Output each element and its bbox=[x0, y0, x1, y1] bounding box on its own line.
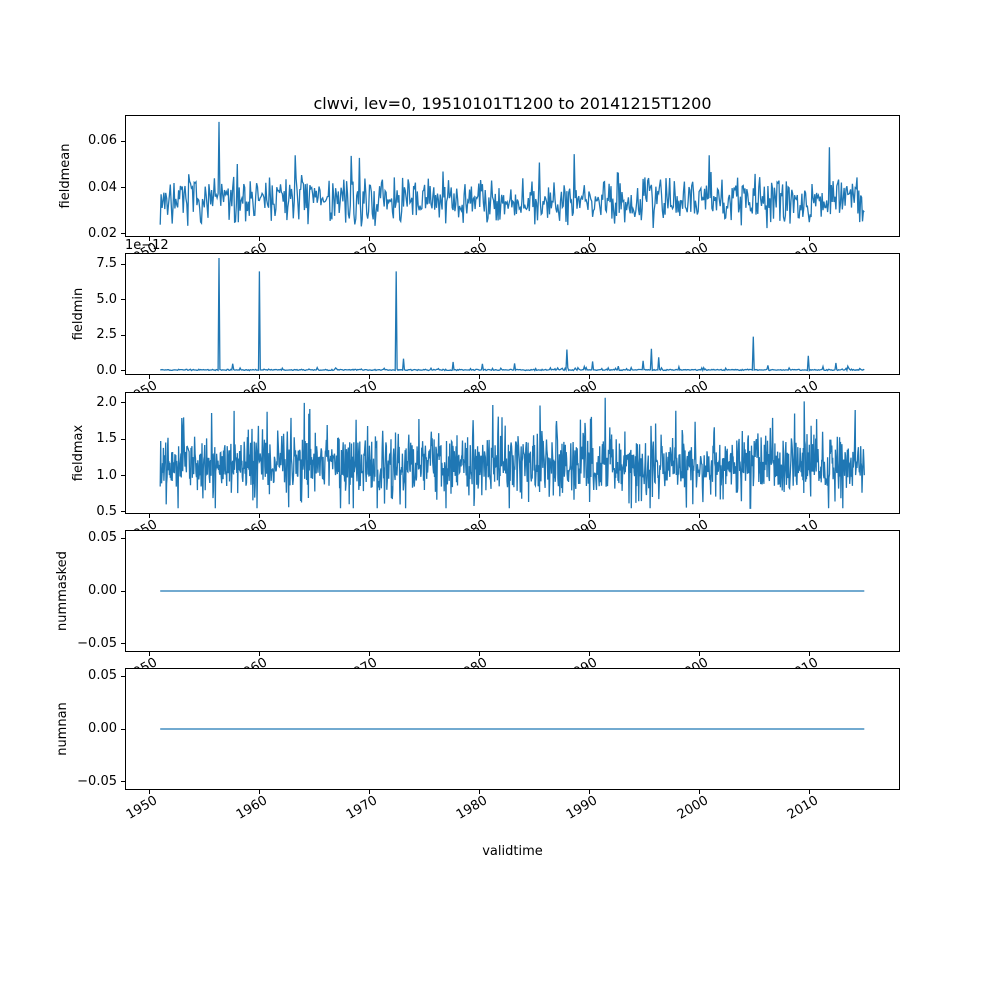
x-tick-mark bbox=[589, 790, 591, 794]
series-line-fieldmean bbox=[159, 121, 865, 229]
y-tick-label: 0.05 bbox=[88, 530, 117, 546]
x-tick-mark bbox=[148, 652, 150, 656]
plot-area-fieldmax bbox=[159, 397, 865, 509]
y-tick-label: −0.05 bbox=[77, 635, 117, 651]
axes-nummasked bbox=[125, 530, 900, 652]
x-tick-mark bbox=[809, 375, 811, 379]
x-tick-mark bbox=[148, 375, 150, 379]
y-tick-mark bbox=[121, 140, 125, 142]
plot-area-nummasked bbox=[160, 590, 865, 592]
y-tick-label: −0.05 bbox=[77, 773, 117, 789]
x-tick-label: 2010 bbox=[784, 793, 821, 823]
y-tick-label: 5.0 bbox=[96, 291, 117, 307]
y-tick-mark bbox=[121, 370, 125, 372]
y-tick-label: 0.02 bbox=[88, 225, 117, 241]
x-tick-mark bbox=[478, 237, 480, 241]
x-tick-mark bbox=[368, 652, 370, 656]
y-tick-label: 1.5 bbox=[96, 431, 117, 447]
x-tick-mark bbox=[699, 237, 701, 241]
x-tick-mark bbox=[258, 652, 260, 656]
plot-area-fieldmin bbox=[160, 257, 865, 373]
y-tick-mark bbox=[121, 643, 125, 645]
x-tick-mark bbox=[589, 514, 591, 518]
y-tick-mark bbox=[121, 299, 125, 301]
x-tick-label: 1950 bbox=[124, 793, 161, 823]
y-tick-label: 1.0 bbox=[96, 467, 117, 483]
x-tick-mark bbox=[699, 514, 701, 518]
y-tick-label: 0.5 bbox=[96, 503, 117, 519]
axes-fieldmean bbox=[125, 115, 900, 237]
y-tick-mark bbox=[121, 187, 125, 188]
x-tick-mark bbox=[809, 652, 811, 656]
y-tick-mark bbox=[121, 590, 125, 592]
y-tick-mark bbox=[121, 334, 125, 336]
y-axis-label-fieldmax: fieldmax bbox=[71, 424, 86, 482]
y-tick-label: 0.05 bbox=[88, 668, 117, 684]
x-tick-mark bbox=[589, 652, 591, 656]
y-tick-mark bbox=[121, 475, 125, 476]
y-tick-label: 0.04 bbox=[88, 179, 117, 195]
x-tick-mark bbox=[258, 237, 260, 241]
y-tick-label: 0.06 bbox=[88, 133, 117, 149]
plot-area-fieldmean bbox=[159, 121, 865, 229]
x-tick-mark bbox=[589, 375, 591, 379]
y-tick-label: 2.0 bbox=[96, 394, 117, 410]
axes-numnan bbox=[125, 668, 900, 790]
x-tick-mark bbox=[258, 790, 260, 794]
x-tick-mark bbox=[148, 790, 150, 794]
x-tick-mark bbox=[258, 514, 260, 518]
y-tick-mark bbox=[121, 728, 125, 730]
y-tick-mark bbox=[121, 402, 125, 404]
x-tick-mark bbox=[478, 514, 480, 518]
axes-fieldmax bbox=[125, 392, 900, 514]
x-tick-mark bbox=[148, 237, 150, 241]
x-tick-label: 1990 bbox=[564, 793, 601, 823]
y-axis-offset-text: 1e−12 bbox=[125, 238, 169, 253]
axes-fieldmin bbox=[125, 253, 900, 375]
x-tick-label: 1960 bbox=[234, 793, 271, 823]
plot-area-numnan bbox=[160, 728, 865, 730]
series-line-fieldmin bbox=[160, 257, 865, 373]
x-tick-label: 2000 bbox=[674, 793, 711, 823]
plot-title: clwvi, lev=0, 19510101T1200 to 20141215T… bbox=[313, 94, 712, 113]
x-tick-mark bbox=[699, 790, 701, 794]
x-tick-mark bbox=[478, 375, 480, 379]
y-tick-mark bbox=[121, 781, 125, 783]
x-tick-mark bbox=[809, 790, 811, 794]
x-tick-mark bbox=[809, 514, 811, 518]
x-tick-mark bbox=[368, 237, 370, 241]
y-tick-mark bbox=[121, 263, 125, 265]
x-tick-mark bbox=[589, 237, 591, 241]
y-tick-mark bbox=[121, 511, 125, 513]
x-tick-mark bbox=[699, 375, 701, 379]
x-tick-label: 1970 bbox=[344, 793, 381, 823]
y-tick-mark bbox=[121, 438, 125, 440]
x-tick-mark bbox=[368, 790, 370, 794]
y-tick-label: 0.00 bbox=[88, 583, 117, 598]
x-tick-mark bbox=[699, 652, 701, 656]
x-tick-mark bbox=[478, 790, 480, 794]
y-tick-mark bbox=[121, 675, 125, 677]
x-tick-label: 1980 bbox=[454, 793, 491, 823]
y-tick-label: 2.5 bbox=[96, 327, 117, 343]
x-tick-mark bbox=[368, 375, 370, 379]
y-tick-label: 7.5 bbox=[96, 256, 117, 272]
x-tick-mark bbox=[809, 237, 811, 241]
x-tick-mark bbox=[258, 375, 260, 379]
y-tick-label: 0.0 bbox=[96, 362, 117, 378]
x-tick-mark bbox=[148, 514, 150, 518]
y-tick-label: 0.00 bbox=[88, 721, 117, 736]
y-tick-mark bbox=[121, 537, 125, 539]
series-line-fieldmax bbox=[159, 397, 865, 509]
y-tick-mark bbox=[121, 233, 125, 235]
x-axis-label: validtime bbox=[482, 844, 543, 859]
x-tick-mark bbox=[478, 652, 480, 656]
x-tick-mark bbox=[368, 514, 370, 518]
